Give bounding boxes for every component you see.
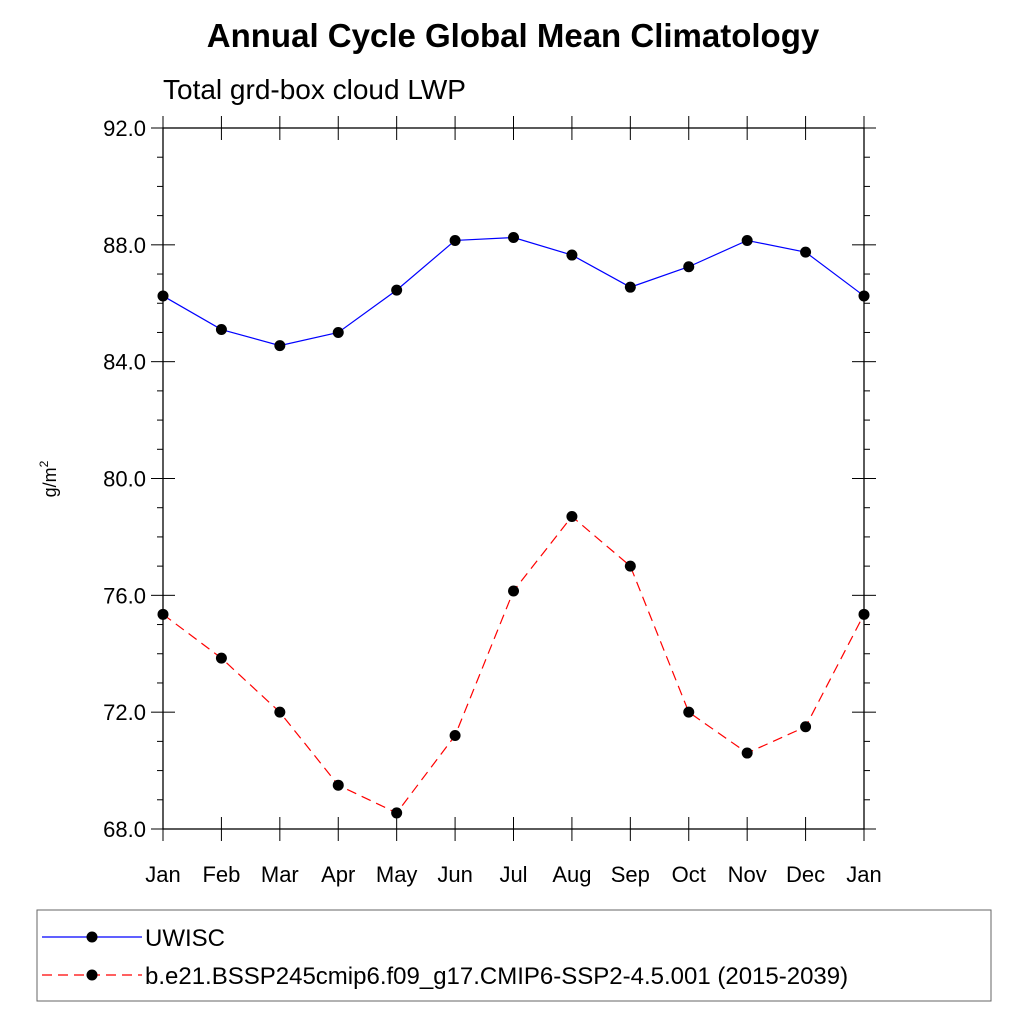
svg-text:g/m2: g/m2 bbox=[37, 460, 60, 497]
legend-items: UWISC b.e21.BSSP245cmip6.f09_g17.CMIP6-SS… bbox=[42, 925, 848, 990]
data-point bbox=[624, 281, 636, 293]
y-tick-label: 72.0 bbox=[103, 700, 146, 725]
legend-entry: b.e21.BSSP245cmip6.f09_g17.CMIP6-SSP2-4.… bbox=[42, 963, 848, 990]
data-point bbox=[215, 324, 227, 336]
data-point bbox=[683, 261, 695, 273]
data-point bbox=[566, 510, 578, 522]
x-tick-label: Apr bbox=[321, 862, 355, 887]
x-tick-label: Nov bbox=[728, 862, 767, 887]
data-point bbox=[332, 779, 344, 791]
x-tick-label: Aug bbox=[552, 862, 591, 887]
x-tick-label: Mar bbox=[261, 862, 299, 887]
data-point bbox=[157, 608, 169, 620]
data-point bbox=[274, 340, 286, 352]
x-tick-label: Jul bbox=[499, 862, 527, 887]
data-point bbox=[449, 234, 461, 246]
data-point bbox=[800, 246, 812, 258]
legend-label: b.e21.BSSP245cmip6.f09_g17.CMIP6-SSP2-4.… bbox=[145, 963, 848, 990]
y-tick-label: 80.0 bbox=[103, 467, 146, 492]
series-layer bbox=[157, 232, 870, 819]
y-tick-label: 84.0 bbox=[103, 350, 146, 375]
data-point bbox=[391, 807, 403, 819]
y-tick-label: 88.0 bbox=[103, 233, 146, 258]
x-tick-label: Jan bbox=[846, 862, 881, 887]
y-axis-label-superscript: 2 bbox=[37, 460, 51, 467]
series-1 bbox=[157, 232, 870, 352]
x-tick-label: Feb bbox=[202, 862, 240, 887]
data-point bbox=[391, 284, 403, 296]
x-tick-label: Dec bbox=[786, 862, 825, 887]
data-point bbox=[274, 706, 286, 718]
series-line bbox=[162, 236, 865, 347]
legend-label: UWISC bbox=[145, 925, 225, 952]
y-tick-label: 76.0 bbox=[103, 583, 146, 608]
data-point bbox=[858, 608, 870, 620]
data-point bbox=[858, 290, 870, 302]
data-point bbox=[683, 706, 695, 718]
x-tick-label: Sep bbox=[611, 862, 650, 887]
data-point bbox=[157, 290, 169, 302]
data-point bbox=[566, 249, 578, 261]
y-tick-label: 92.0 bbox=[103, 116, 146, 141]
data-point bbox=[800, 721, 812, 733]
x-tick-label: Jan bbox=[145, 862, 180, 887]
legend-entry: UWISC bbox=[42, 925, 225, 952]
legend: UWISC b.e21.BSSP245cmip6.f09_g17.CMIP6-SS… bbox=[36, 909, 992, 1002]
data-point bbox=[624, 560, 636, 572]
data-point bbox=[332, 326, 344, 338]
legend-marker bbox=[86, 931, 98, 943]
data-point bbox=[508, 232, 519, 244]
y-axis-label: g/m2 bbox=[37, 460, 60, 497]
series-2 bbox=[157, 510, 870, 819]
legend-box bbox=[36, 909, 992, 1002]
x-tick-label: Oct bbox=[672, 862, 706, 887]
data-point bbox=[215, 652, 227, 664]
data-point bbox=[449, 730, 461, 742]
axes: 68.0 72.0 76.0 80.0 84.0 88.0 92.0 Jan Feb Mar Apr… bbox=[103, 116, 882, 887]
data-point bbox=[508, 585, 519, 597]
chart-subtitle: Total grd-box cloud LWP bbox=[163, 74, 466, 105]
series-line bbox=[162, 515, 865, 814]
y-tick-label: 68.0 bbox=[103, 817, 146, 842]
x-tick-label: May bbox=[376, 862, 418, 887]
legend-marker bbox=[86, 969, 98, 981]
x-tick-label: Jun bbox=[437, 862, 472, 887]
chart-title: Annual Cycle Global Mean Climatology bbox=[207, 17, 820, 54]
data-point bbox=[741, 747, 753, 759]
y-axis-label-text: g/m bbox=[40, 467, 60, 497]
data-point bbox=[741, 234, 753, 246]
